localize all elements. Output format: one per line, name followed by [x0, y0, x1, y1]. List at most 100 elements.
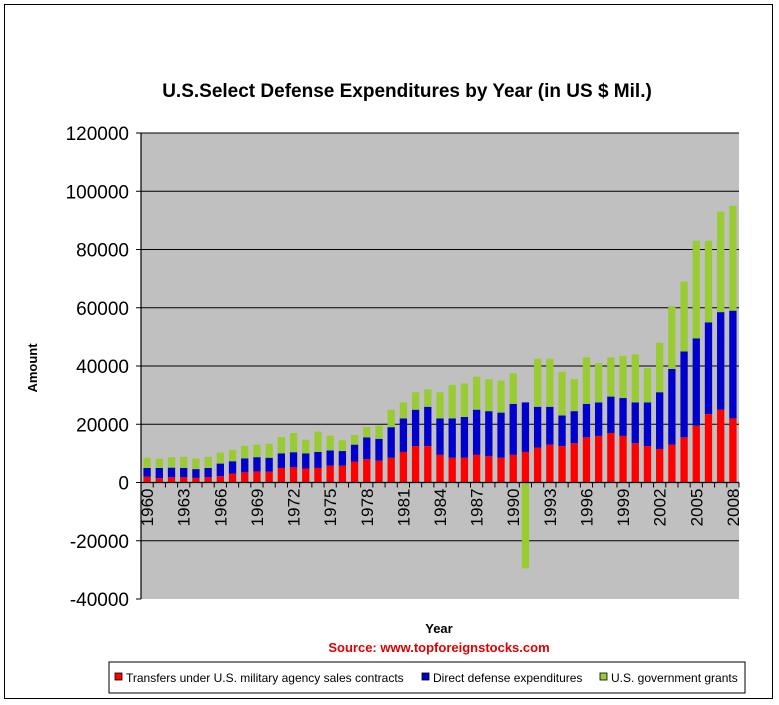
y-tick-labels: -40000 -20000 0 20000 40000 60000 80000 100000 1… — [66, 124, 129, 611]
bar-segment — [411, 409, 420, 447]
bar-segment — [350, 435, 359, 445]
bar-segment — [509, 403, 517, 455]
bar-segment — [692, 338, 700, 426]
bar-segment — [216, 452, 224, 464]
y-tick-label: -20000 — [70, 532, 129, 553]
legend-label-grants: U.S. government grants — [611, 671, 738, 685]
bar-segment — [460, 457, 469, 483]
y-tick-label: 60000 — [76, 299, 129, 320]
bar-segment — [729, 310, 737, 419]
bar-segment — [521, 402, 530, 452]
x-tick-label: 1975 — [321, 489, 340, 527]
bar-segment — [643, 368, 652, 403]
bar-segment — [582, 403, 591, 438]
x-tick-label: 2002 — [651, 489, 670, 527]
bar-segment — [485, 456, 493, 483]
bar-segment — [338, 465, 347, 483]
bar-segment — [704, 414, 713, 483]
bar-segment — [180, 456, 188, 468]
x-tick-label: 1963 — [175, 489, 194, 527]
bar-segment — [656, 449, 664, 483]
bar-segment — [289, 467, 298, 483]
y-tick-label: 0 — [118, 474, 129, 495]
bar-segment — [375, 460, 383, 483]
bar-segment — [326, 465, 334, 483]
bar-segment — [216, 476, 224, 483]
bar-segment — [216, 463, 224, 477]
bar-segment — [180, 467, 188, 478]
bar-segment — [692, 425, 700, 483]
bar-segment — [350, 444, 359, 462]
bar-segment — [338, 440, 347, 452]
chart-frame: U.S.Select Defense Expenditures by Year … — [4, 4, 773, 699]
bar-segment — [399, 418, 408, 452]
bar-segment — [289, 452, 298, 468]
bar-segment — [204, 477, 212, 483]
bar-segment — [594, 435, 603, 483]
bar-segment — [594, 402, 603, 436]
bar-segment — [314, 467, 322, 483]
bar-segment — [387, 457, 395, 483]
bar-segment — [692, 240, 700, 339]
x-tick-labels: 1960 1963 1966 1969 1972 1975 1978 1981 1984 1987… — [138, 489, 743, 527]
bar-segment — [363, 437, 371, 460]
bar-segment — [387, 427, 395, 458]
bar-segment — [497, 412, 505, 458]
bar-segment — [668, 444, 676, 483]
x-tick-label: 1990 — [504, 489, 523, 527]
chart-title: U.S.Select Defense Expenditures by Year … — [162, 81, 652, 102]
bar-segment — [265, 471, 273, 483]
bar-segment — [277, 453, 286, 468]
bar-segment — [143, 457, 151, 468]
bar-segment — [533, 447, 542, 483]
x-tick-label: 1993 — [541, 489, 560, 527]
bar-segment — [167, 467, 176, 478]
bar-segment — [717, 312, 725, 410]
bar-segment — [302, 453, 310, 469]
bar-segment — [643, 402, 652, 447]
bar-segment — [570, 411, 578, 444]
bar-segment — [607, 396, 615, 433]
bar-segment — [717, 211, 725, 313]
x-axis-label: Year — [425, 621, 452, 636]
bar-segment — [277, 437, 286, 454]
bar-segment — [155, 478, 163, 483]
bar-segment — [411, 392, 420, 410]
bar-segment — [253, 471, 261, 483]
legend-label-transfers: Transfers under U.S. military agency sal… — [126, 671, 404, 685]
bar-segment — [607, 432, 615, 483]
bar-segment — [363, 427, 371, 438]
bar-segment — [241, 472, 249, 483]
bar-segment — [558, 446, 566, 483]
bar-segment — [277, 467, 286, 483]
bar-segment — [326, 450, 334, 466]
x-tick-label: 1978 — [358, 489, 377, 527]
legend-label-direct: Direct defense expenditures — [433, 671, 582, 685]
bar-segment — [717, 409, 725, 483]
bar-segment — [668, 368, 676, 445]
legend-swatch-grants — [599, 672, 608, 681]
chart-svg: U.S.Select Defense Expenditures by Year … — [25, 81, 746, 694]
bar-segment — [375, 438, 383, 461]
bar-segment — [509, 454, 517, 483]
bar-segment — [436, 392, 444, 419]
x-tick-label: 2005 — [687, 489, 706, 527]
bar-segment — [253, 457, 261, 472]
bar-segment — [570, 443, 578, 483]
bar-segment — [387, 409, 395, 428]
bar-segment — [155, 467, 163, 479]
bar-segment — [424, 406, 432, 447]
bar-segment — [143, 476, 151, 483]
bar-segment — [314, 431, 322, 452]
bar-segment — [253, 444, 261, 458]
bar-segment — [472, 409, 481, 455]
bar-segment — [192, 469, 200, 478]
bar-segment — [582, 357, 591, 404]
bar-segment — [192, 477, 200, 483]
bar-segment — [631, 402, 639, 444]
bar-segment — [460, 416, 469, 458]
bar-segment — [204, 467, 212, 478]
bar-segment — [607, 357, 615, 397]
bar-segment — [143, 467, 151, 477]
bar-segment — [546, 444, 554, 483]
